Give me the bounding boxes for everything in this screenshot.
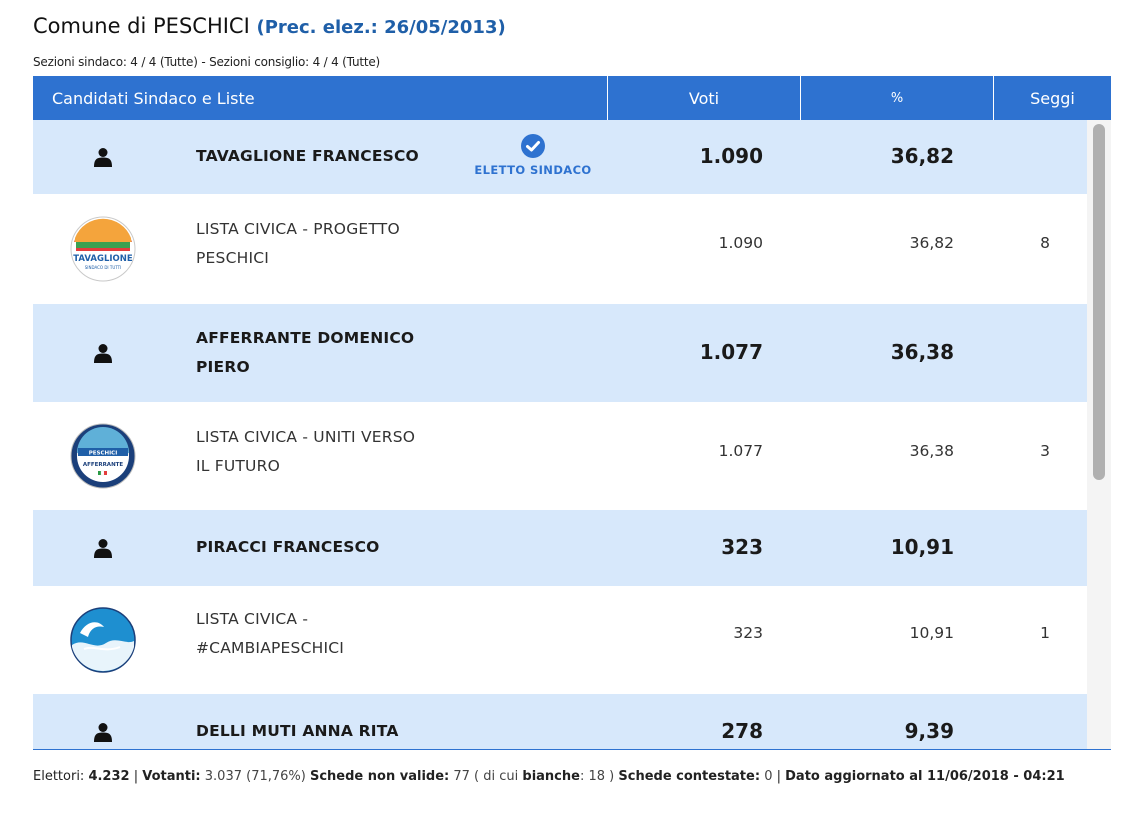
- candidate-voti: 323: [721, 535, 763, 559]
- bianche-label: bianche: [522, 769, 580, 784]
- candidate-perc: 36,38: [890, 340, 954, 364]
- person-icon: [33, 694, 173, 749]
- candidate-row: TAVAGLIONE FRANCESCO ELETTO SINDACO 1.09…: [33, 120, 1087, 194]
- list-row: TAVAGLIONE SINDACO DI TUTTI LISTA CIVICA…: [33, 194, 1087, 304]
- list-logo: PESCHICI AFFERRANTE: [33, 402, 173, 510]
- footer-stats: Elettori: 4.232 | Votanti: 3.037 (71,76%…: [33, 769, 1065, 784]
- candidate-voti: 278: [721, 719, 763, 743]
- svg-text:AFFERRANTE: AFFERRANTE: [83, 462, 124, 468]
- nonvalide-label: Schede non valide:: [309, 769, 450, 784]
- list-voti: 1.090: [718, 234, 763, 252]
- candidate-perc: 9,39: [904, 719, 954, 743]
- bianche-value: : 18 ): [579, 769, 615, 784]
- list-logo: [33, 586, 173, 694]
- candidate-voti: 1.077: [699, 340, 763, 364]
- list-seggi: 8: [1040, 234, 1050, 252]
- list-seggi: 1: [1040, 624, 1050, 642]
- list-perc: 36,82: [909, 234, 954, 252]
- person-icon: [33, 120, 173, 194]
- list-perc: 10,91: [909, 624, 954, 642]
- col-seggi: Seggi: [1030, 88, 1075, 108]
- contestate-value: 0: [764, 769, 773, 784]
- eletto-label: ELETTO SINDACO: [474, 163, 592, 177]
- sezioni-info: Sezioni sindaco: 4 / 4 (Tutte) - Sezioni…: [33, 55, 381, 69]
- svg-text:TAVAGLIONE: TAVAGLIONE: [73, 254, 133, 264]
- aggiornato-text: Dato aggiornato al 11/06/2018 - 04:21: [785, 769, 1065, 784]
- scrollbar-thumb[interactable]: [1093, 124, 1105, 480]
- check-circle-icon: [521, 134, 545, 158]
- col-percent: %: [801, 76, 994, 120]
- candidate-row: PIRACCI FRANCESCO 323 10,91: [33, 510, 1087, 586]
- candidate-row: DELLI MUTI ANNA RITA 278 9,39: [33, 694, 1087, 749]
- candidate-row: AFFERRANTE DOMENICO PIERO 1.077 36,38: [33, 304, 1087, 402]
- table-header: Candidati Sindaco e Liste Voti % Seggi: [33, 76, 1111, 120]
- candidate-name: PIRACCI FRANCESCO: [196, 538, 380, 556]
- col-candidati: Candidati Sindaco e Liste: [33, 76, 608, 120]
- svg-text:SINDACO DI TUTTI: SINDACO DI TUTTI: [85, 265, 122, 270]
- person-icon: [33, 304, 173, 402]
- svg-text:PESCHICI: PESCHICI: [89, 451, 118, 457]
- list-perc: 36,38: [909, 442, 954, 460]
- list-row: PESCHICI AFFERRANTE LISTA CIVICA - UNITI…: [33, 402, 1087, 510]
- list-voti: 323: [733, 624, 763, 642]
- scrollbar[interactable]: [1087, 120, 1111, 749]
- list-logo: TAVAGLIONE SINDACO DI TUTTI: [33, 194, 173, 304]
- list-name: LISTA CIVICA - UNITI VERSO IL FUTURO: [196, 428, 416, 475]
- candidate-voti: 1.090: [699, 144, 763, 168]
- list-name: LISTA CIVICA - #CAMBIAPESCHICI: [196, 610, 345, 657]
- contestate-label: Schede contestate:: [618, 769, 761, 784]
- page-title: Comune di PESCHICI (Prec. elez.: 26/05/2…: [33, 14, 506, 38]
- previous-election-link[interactable]: (Prec. elez.: 26/05/2013): [256, 17, 506, 38]
- candidate-name: TAVAGLIONE FRANCESCO: [196, 147, 419, 165]
- list-voti: 1.077: [718, 442, 763, 460]
- nonvalide-value: 77 ( di cui: [453, 769, 519, 784]
- candidate-name: DELLI MUTI ANNA RITA: [196, 722, 399, 740]
- elettori-label: Elettori:: [33, 769, 85, 784]
- candidate-name: AFFERRANTE DOMENICO PIERO: [196, 329, 415, 376]
- candidate-perc: 10,91: [890, 535, 954, 559]
- list-row: LISTA CIVICA - #CAMBIAPESCHICI 323 10,91…: [33, 586, 1087, 694]
- col-voti: Voti: [608, 76, 801, 120]
- list-name: LISTA CIVICA - PROGETTO PESCHICI: [196, 220, 400, 267]
- votanti-label: Votanti:: [142, 769, 201, 784]
- person-icon: [33, 510, 173, 586]
- results-table-body[interactable]: TAVAGLIONE FRANCESCO ELETTO SINDACO 1.09…: [33, 120, 1111, 750]
- votanti-value: 3.037 (71,76%): [204, 769, 306, 784]
- eletto-badge: ELETTO SINDACO: [473, 134, 593, 177]
- elettori-value: 4.232: [88, 769, 130, 784]
- comune-name: Comune di PESCHICI: [33, 14, 250, 38]
- candidate-perc: 36,82: [890, 144, 954, 168]
- list-seggi: 3: [1040, 442, 1050, 460]
